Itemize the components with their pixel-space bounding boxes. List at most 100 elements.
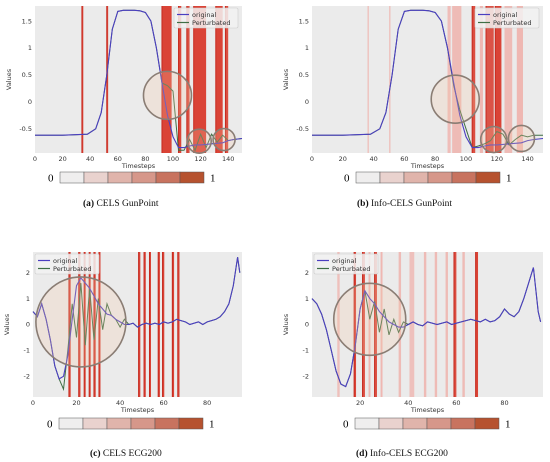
- colorbar-segment: [475, 171, 501, 184]
- chart-panel-3: 0 20 40 60 80-2-1012TimestepsValuesoriginalP…: [3, 252, 242, 431]
- y-tick-label: 1: [26, 295, 30, 303]
- highlight-band: [380, 252, 383, 397]
- highlight-band: [354, 252, 357, 397]
- y-tick-label: 0: [305, 98, 309, 106]
- highlight-band: [475, 252, 479, 397]
- y-tick-label: -1: [24, 347, 30, 355]
- x-tick-label: 0: [310, 155, 314, 163]
- x-tick-label: 60: [400, 155, 408, 163]
- zoom-lens: [35, 276, 127, 368]
- colorbar-segment: [83, 171, 109, 184]
- x-tick-label: 20: [72, 399, 80, 407]
- highlight-band: [138, 252, 141, 397]
- highlight-band: [516, 6, 523, 153]
- highlight-band: [472, 6, 476, 153]
- highlight-band: [106, 6, 109, 153]
- legend-label-original: original: [493, 11, 517, 19]
- x-tick-label: 20: [58, 155, 66, 163]
- y-tick-label: 1.5: [22, 17, 32, 25]
- series-line-original: [311, 267, 542, 388]
- caption-b: (b) Info-CELS GunPoint: [357, 199, 453, 209]
- zoom-lens: [332, 282, 407, 357]
- highlight-band: [495, 6, 502, 153]
- highlight-band: [337, 252, 340, 397]
- colorbar-segment: [179, 171, 205, 184]
- caption-c: (c) CELS ECG200: [90, 449, 162, 459]
- y-axis-label: Values: [282, 68, 290, 90]
- y-tick-label: 0.5: [299, 71, 309, 79]
- legend-label-original: original: [192, 11, 216, 19]
- y-tick-label: 1: [28, 44, 32, 52]
- y-tick-label: -1: [303, 347, 309, 355]
- colorbar-min-label: 0: [47, 419, 53, 431]
- legend-label-perturbated: Perturbated: [493, 19, 531, 27]
- y-axis-label: Values: [3, 313, 11, 335]
- highlight-band: [368, 252, 371, 397]
- y-tick-label: 0.5: [22, 71, 32, 79]
- highlight-band: [504, 6, 513, 153]
- zoom-lens: [430, 74, 481, 124]
- x-tick-label: 0: [33, 155, 37, 163]
- x-tick-label: 40: [404, 399, 412, 407]
- highlight-band: [98, 252, 101, 397]
- caption-d: (d) Info-CELS ECG200: [356, 449, 448, 459]
- chart-panel-4: 20 40 60 80-2-1012TimestepsValuesoriginalPe…: [282, 252, 543, 431]
- legend-label-original: original: [53, 257, 77, 265]
- y-axis-label: Values: [5, 68, 13, 90]
- colorbar-segment: [379, 171, 405, 184]
- zoom-lens: [507, 124, 536, 153]
- highlight-band: [178, 6, 182, 153]
- x-tick-label: 80: [500, 399, 508, 407]
- colorbar-segment: [451, 171, 477, 184]
- colorbar-segment: [450, 417, 476, 430]
- colorbar-segment: [131, 171, 157, 184]
- colorbar-min-label: 0: [344, 173, 350, 185]
- y-tick-label: 2: [26, 269, 30, 277]
- highlight-band: [453, 252, 457, 397]
- highlight-band: [389, 6, 391, 153]
- highlight-band: [162, 252, 165, 397]
- colorbar-segment: [354, 417, 380, 430]
- highlight-band: [225, 6, 229, 153]
- y-tick-label: 0: [26, 321, 30, 329]
- x-tick-label: 120: [194, 155, 206, 163]
- highlight-band: [193, 6, 207, 153]
- plot-area: [33, 252, 242, 397]
- series-line-original: [35, 9, 243, 149]
- colorbar-max-label: 1: [209, 419, 215, 431]
- x-tick-label: 60: [114, 155, 122, 163]
- x-tick-label: 60: [159, 399, 167, 407]
- highlight-band: [144, 252, 146, 397]
- highlight-band: [367, 6, 369, 153]
- highlight-band: [172, 252, 175, 397]
- y-tick-label: -2: [303, 372, 309, 380]
- highlight-band: [374, 252, 377, 397]
- x-tick-label: 120: [491, 155, 503, 163]
- highlight-band: [215, 6, 223, 153]
- x-axis-label: Timesteps: [410, 406, 445, 414]
- x-tick-label: 100: [167, 155, 179, 163]
- y-tick-label: -2: [24, 372, 30, 380]
- highlight-band: [409, 252, 415, 397]
- highlight-band: [479, 6, 483, 153]
- x-tick-label: 40: [86, 155, 94, 163]
- y-tick-label: -0.5: [19, 125, 32, 133]
- x-tick-label: 140: [521, 155, 533, 163]
- plot-area: [35, 6, 242, 153]
- highlight-band: [177, 252, 180, 397]
- x-tick-label: 0: [31, 399, 35, 407]
- colorbar-segment: [426, 417, 452, 430]
- highlight-band: [445, 252, 448, 397]
- colorbar-min-label: 0: [48, 173, 54, 185]
- highlight-band: [398, 252, 402, 397]
- highlight-band: [81, 6, 84, 153]
- highlight-band: [362, 252, 365, 397]
- zoom-lens: [212, 127, 236, 152]
- colorbar-segment: [474, 417, 500, 430]
- x-tick-label: 40: [116, 399, 124, 407]
